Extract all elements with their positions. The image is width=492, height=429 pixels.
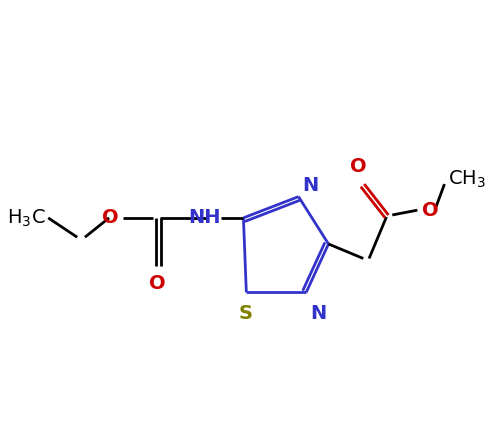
Text: O: O — [422, 201, 439, 220]
Text: CH$_3$: CH$_3$ — [448, 169, 487, 190]
Text: S: S — [238, 304, 252, 323]
Text: O: O — [350, 157, 367, 176]
Text: H$_3$C: H$_3$C — [6, 207, 45, 229]
Text: NH: NH — [189, 208, 221, 227]
Text: O: O — [149, 274, 166, 293]
Text: N: N — [303, 176, 319, 195]
Text: O: O — [102, 208, 119, 227]
Text: N: N — [310, 304, 326, 323]
